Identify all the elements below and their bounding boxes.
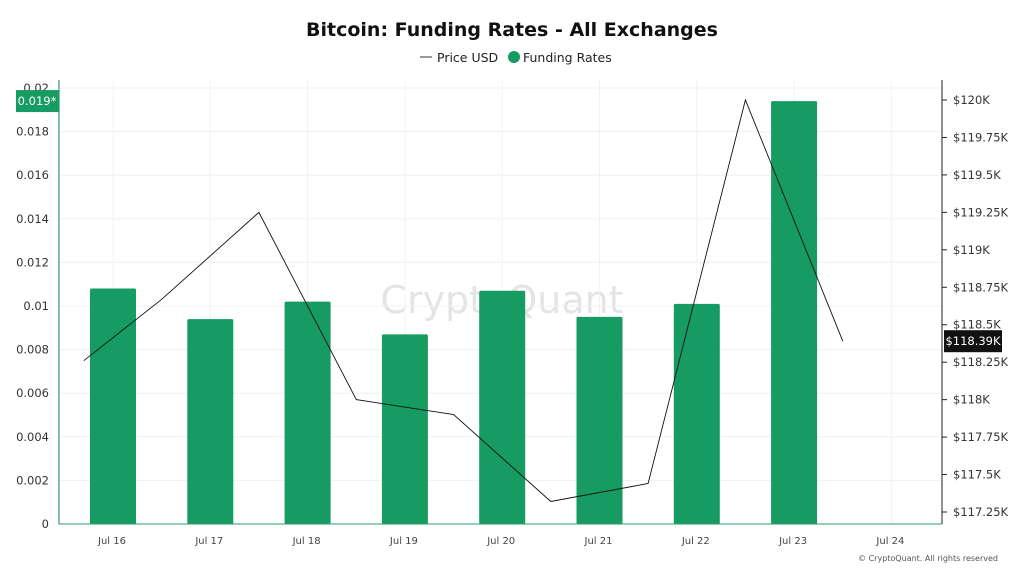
left-axis-ticks: 0 0.002 0.004 0.006 0.008 0.01 0.012 0.014 0.016… xyxy=(16,81,49,531)
x-axis-ticks: Jul 16 Jul 17 Jul 18 Jul 19 Jul 20 Jul 21 Jul … xyxy=(97,536,904,547)
left-tick-label: 0.01 xyxy=(23,299,49,313)
left-marker-label: 0.019* xyxy=(18,94,57,108)
right-tick-label: $117.5K xyxy=(953,468,1001,482)
legend-item-funding[interactable]: Funding Rates xyxy=(508,50,612,65)
legend-dot-symbol xyxy=(508,51,520,63)
x-tick-label: Jul 19 xyxy=(389,536,418,547)
x-tick-label: Jul 23 xyxy=(778,536,807,547)
right-tick-label: $120K xyxy=(953,93,990,107)
right-tick-label: $118K xyxy=(953,393,990,407)
funding-bar xyxy=(771,101,818,524)
left-tick-label: 0.004 xyxy=(16,430,49,444)
x-tick-label: Jul 17 xyxy=(194,536,223,547)
right-tick-label: $118.5K xyxy=(953,318,1001,332)
right-marker-badge xyxy=(944,330,1002,353)
funding-bar xyxy=(479,290,526,524)
bars xyxy=(90,101,818,524)
legend-item-price[interactable]: Price USD xyxy=(420,50,498,65)
right-tick-label: $119.75K xyxy=(953,130,1009,144)
legend: Price USD Funding Rates xyxy=(420,50,612,65)
right-tick-label: $119.25K xyxy=(953,205,1009,219)
left-tick-label: 0.018 xyxy=(16,125,49,139)
copyright-credit: © CryptoQuant. All rights reserved xyxy=(858,554,998,563)
price-line xyxy=(83,98,844,502)
legend-label-price: Price USD xyxy=(437,50,498,65)
x-tick-label: Jul 16 xyxy=(97,536,126,547)
right-tick-label: $119.5K xyxy=(953,168,1001,182)
right-tick-label: $119K xyxy=(953,243,990,257)
chart-title: Bitcoin: Funding Rates - All Exchanges xyxy=(306,19,718,41)
funding-bar xyxy=(673,303,720,524)
funding-bar xyxy=(576,316,623,524)
right-axis-ticks: $117.25K $117.5K $117.75K $118K $118.25K $118… xyxy=(942,93,1009,519)
price-line-group xyxy=(83,98,844,502)
left-tick-label: 0.016 xyxy=(16,168,49,182)
right-tick-label: $117.25K xyxy=(953,505,1009,519)
funding-bar xyxy=(187,319,234,524)
right-marker-label: $118.39K xyxy=(945,334,1001,348)
funding-bar xyxy=(90,288,136,524)
left-tick-label: 0.002 xyxy=(16,473,49,487)
legend-label-funding: Funding Rates xyxy=(523,50,612,65)
x-tick-label: Jul 18 xyxy=(292,536,321,547)
left-value-marker: 0.019* xyxy=(16,90,59,113)
funding-bar xyxy=(381,334,428,524)
right-tick-label: $117.75K xyxy=(953,430,1009,444)
x-tick-label: Jul 21 xyxy=(584,536,613,547)
left-tick-label: 0.008 xyxy=(16,343,49,357)
left-marker-badge xyxy=(16,90,59,113)
left-tick-label: 0.012 xyxy=(16,255,49,269)
right-tick-label: $118.75K xyxy=(953,280,1009,294)
left-tick-label: 0.006 xyxy=(16,386,49,400)
x-tick-label: Jul 22 xyxy=(681,536,710,547)
x-tick-label: Jul 20 xyxy=(486,536,515,547)
x-tick-label: Jul 24 xyxy=(875,536,904,547)
right-tick-label: $118.25K xyxy=(953,355,1009,369)
funding-bar xyxy=(284,301,331,524)
left-tick-label: 0.014 xyxy=(16,212,49,226)
left-tick-label: 0 xyxy=(42,517,49,531)
right-value-marker: $118.39K xyxy=(944,330,1002,353)
